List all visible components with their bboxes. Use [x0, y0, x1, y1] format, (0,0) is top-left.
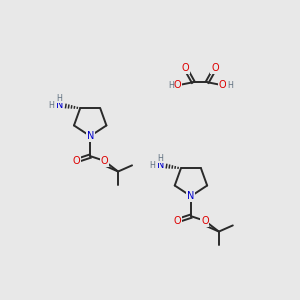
- Text: N: N: [157, 160, 164, 170]
- Text: O: O: [182, 63, 189, 73]
- Text: O: O: [173, 216, 181, 226]
- Text: H: H: [56, 94, 62, 103]
- Text: O: O: [211, 63, 219, 73]
- Text: N: N: [86, 131, 94, 141]
- Text: O: O: [100, 156, 108, 166]
- Text: H: H: [168, 81, 174, 90]
- Text: O: O: [174, 80, 182, 90]
- Text: H: H: [49, 101, 54, 110]
- Text: H: H: [227, 81, 233, 90]
- Text: O: O: [72, 156, 80, 166]
- Text: O: O: [219, 80, 226, 90]
- Text: N: N: [187, 191, 195, 201]
- Text: N: N: [56, 100, 64, 110]
- Text: H: H: [157, 154, 163, 163]
- Text: H: H: [149, 161, 155, 170]
- Text: O: O: [201, 216, 209, 226]
